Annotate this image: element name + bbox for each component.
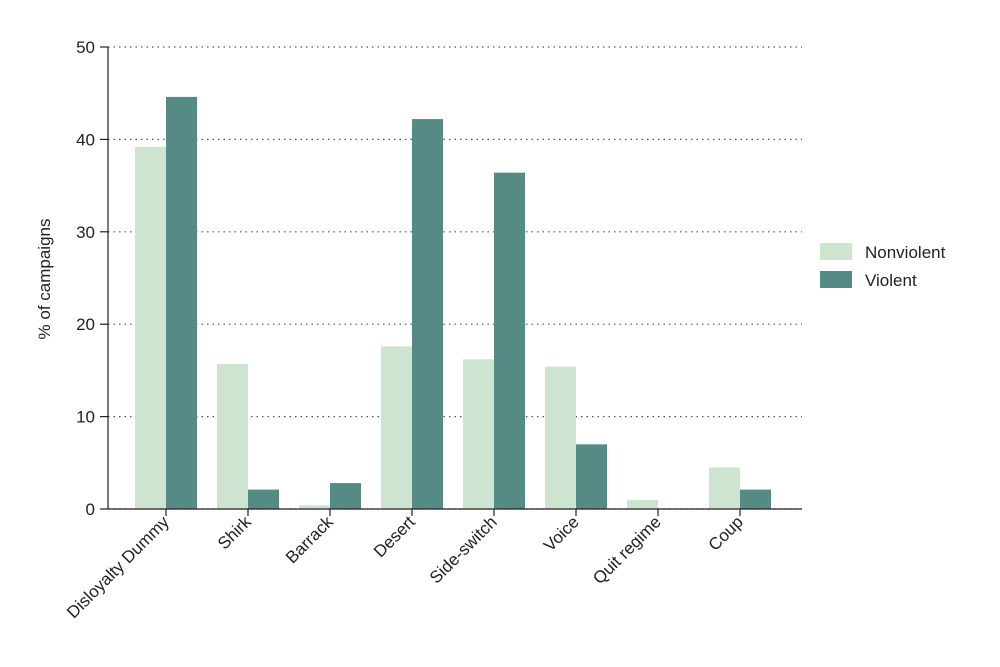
bar-nonviolent-3 [381,346,412,509]
gridlines [108,46,802,510]
y-axis-title: % of campaigns [35,219,54,340]
x-ticks: Disloyalty Dummy Shirk Barrack Desert Side-s… [63,509,747,622]
y-ticks: 0 10 20 30 40 50 [76,38,108,519]
legend-swatch-nonviolent [820,243,852,260]
y-tick-label: 0 [86,500,95,519]
axes [107,47,802,510]
bar-violent-5 [576,444,607,509]
y-tick-label: 40 [76,130,95,149]
bar-violent-4 [494,172,525,509]
bar-nonviolent-4 [463,359,494,509]
legend: Nonviolent Violent [820,243,946,290]
legend-swatch-violent [820,271,852,288]
legend-label-nonviolent: Nonviolent [865,243,946,262]
bar-violent-1 [248,489,279,509]
x-tick-label: Voice [540,512,583,555]
bar-nonviolent-5 [545,366,576,509]
y-tick-label: 20 [76,315,95,334]
bar-nonviolent-0 [135,146,166,510]
bar-violent-0 [166,96,197,510]
x-tick-label: Shirk [214,512,255,553]
x-tick-label: Side-switch [426,512,501,587]
x-tick-label: Desert [370,512,419,561]
bar-violent-3 [412,119,443,510]
x-tick-label: Quit regime [589,512,665,588]
bar-nonviolent-2 [299,505,330,509]
y-tick-label: 50 [76,38,95,57]
x-tick-label: Barrack [282,512,337,567]
y-tick-label: 10 [76,408,95,427]
bar-nonviolent-7 [709,467,740,509]
bar-nonviolent-1 [217,363,248,509]
bar-nonviolent-6 [627,499,658,509]
bar-violent-2 [330,483,361,509]
bars [135,96,771,510]
legend-label-violent: Violent [865,271,917,290]
x-tick-label: Disloyalty Dummy [63,512,173,622]
x-tick-label: Coup [705,512,747,554]
y-tick-label: 30 [76,223,95,242]
bar-violent-7 [740,489,771,509]
